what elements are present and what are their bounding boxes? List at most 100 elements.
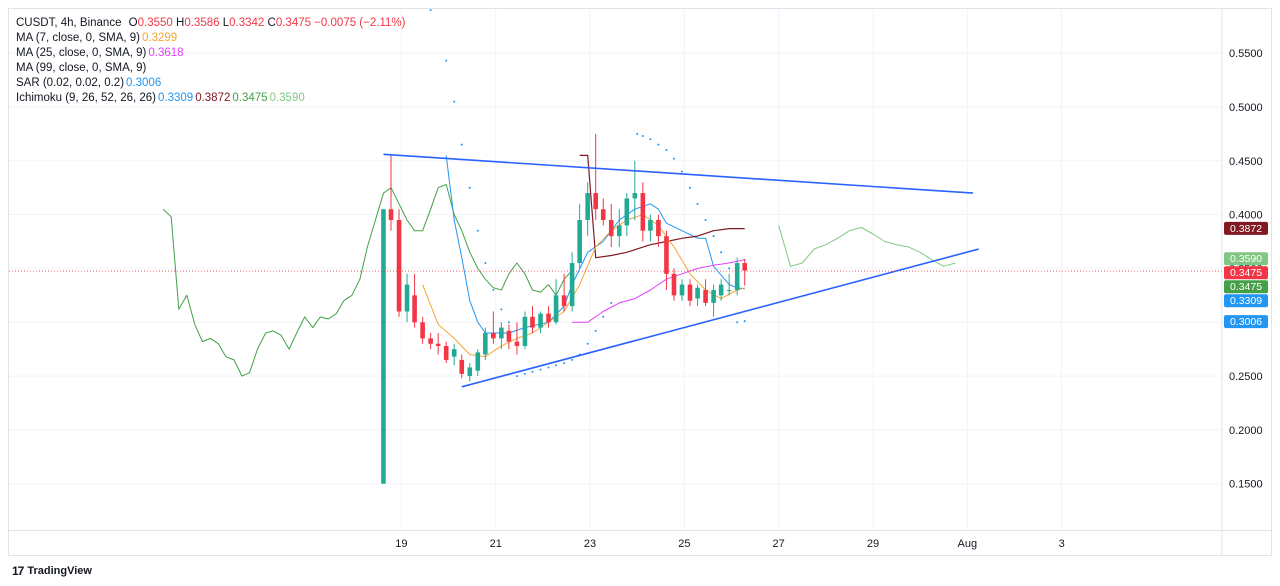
- candle[interactable]: [522, 311, 528, 350]
- legend-indicator-row[interactable]: MA (99, close, 0, SMA, 9): [16, 61, 405, 76]
- candle[interactable]: [428, 333, 433, 350]
- candle[interactable]: [396, 209, 402, 317]
- candle[interactable]: [475, 349, 481, 377]
- candle[interactable]: [530, 306, 535, 334]
- candle[interactable]: [664, 230, 669, 290]
- candle-body: [742, 263, 748, 271]
- price-tick-label: 0.4500: [1229, 156, 1263, 168]
- upper-trendline[interactable]: [383, 153, 974, 194]
- candle[interactable]: [734, 257, 740, 296]
- candle[interactable]: [632, 160, 638, 220]
- legend-header[interactable]: CUSDT, 4h, Binance O0.3550 H0.3586 L0.33…: [16, 16, 405, 31]
- candle-body: [608, 219, 614, 237]
- candle-body: [396, 219, 402, 312]
- candle[interactable]: [553, 279, 559, 325]
- candle[interactable]: [726, 273, 732, 296]
- candle-body: [656, 219, 661, 237]
- candle[interactable]: [695, 284, 700, 307]
- candles[interactable]: [381, 133, 748, 484]
- time-axis[interactable]: 19 21 23 25 27 29 Aug 3: [9, 530, 1271, 551]
- candle[interactable]: [561, 273, 567, 312]
- candle[interactable]: [616, 209, 622, 247]
- candle-body: [600, 209, 606, 220]
- candle[interactable]: [546, 306, 551, 328]
- price-label-badge: [1224, 221, 1268, 235]
- candle[interactable]: [718, 279, 724, 301]
- change-value: −0.0075 (−2.11%): [314, 17, 406, 29]
- candle[interactable]: [451, 343, 457, 366]
- time-tick-label: 21: [490, 538, 502, 550]
- candle[interactable]: [538, 311, 543, 334]
- price-tick-label: 0.1500: [1229, 479, 1263, 491]
- sar-dot: [429, 9, 432, 12]
- candle-body: [546, 313, 551, 323]
- tradingview-logo[interactable]: 17 TradingView: [12, 564, 92, 578]
- price-label-text: 0.3006: [1230, 316, 1262, 328]
- candle[interactable]: [420, 316, 425, 344]
- close-value: 0.3475: [275, 17, 312, 29]
- sar-dot: [743, 320, 746, 323]
- ichimoku-leading-span-a: [778, 225, 956, 267]
- candle[interactable]: [711, 284, 716, 317]
- candle-body: [664, 236, 669, 274]
- sar-dot: [649, 138, 652, 141]
- candle[interactable]: [435, 333, 441, 355]
- candle[interactable]: [600, 198, 606, 226]
- trendlines[interactable]: [383, 153, 979, 388]
- candle-body: [428, 338, 433, 344]
- candle[interactable]: [514, 322, 520, 355]
- candle[interactable]: [381, 209, 386, 484]
- candle[interactable]: [467, 363, 473, 382]
- sar-dot: [728, 267, 731, 270]
- candle[interactable]: [404, 273, 410, 323]
- candle[interactable]: [624, 193, 630, 237]
- candle-body: [412, 295, 417, 323]
- candle[interactable]: [459, 354, 465, 379]
- candle[interactable]: [577, 203, 582, 269]
- tradingview-logo-icon: 17: [12, 564, 24, 578]
- legend-indicator-row[interactable]: MA (7, close, 0, SMA, 9) 0.3299: [16, 31, 405, 46]
- candle[interactable]: [499, 322, 504, 350]
- indicator-label: SAR (0.02, 0.02, 0.2): [16, 77, 125, 89]
- candle-body: [522, 316, 528, 346]
- sar-dot: [515, 375, 518, 378]
- ohlc-values: O0.3550 H0.3586 L0.3342 C0.3475 −0.0075 …: [129, 17, 406, 29]
- candle-body: [553, 295, 559, 323]
- time-tick-label: 3: [1059, 538, 1065, 550]
- candle[interactable]: [648, 214, 653, 242]
- time-tick-label: 23: [584, 538, 596, 550]
- candle[interactable]: [491, 311, 496, 344]
- candle-body: [404, 284, 410, 312]
- sar-dot: [641, 135, 644, 138]
- candle[interactable]: [412, 273, 417, 328]
- candle[interactable]: [569, 252, 575, 312]
- ichimoku-base-line: [579, 154, 745, 259]
- sar-dot: [563, 362, 566, 365]
- price-labels: 0.3872 0.3590 0.3475 0.3475 0.3309 0.3006: [1224, 221, 1268, 329]
- legend-indicator-row[interactable]: SAR (0.02, 0.02, 0.2) 0.3006: [16, 76, 405, 91]
- candle[interactable]: [443, 341, 449, 364]
- candle[interactable]: [608, 203, 614, 247]
- candle[interactable]: [671, 268, 677, 301]
- candle[interactable]: [585, 182, 590, 237]
- candle[interactable]: [656, 214, 661, 247]
- candle[interactable]: [703, 279, 708, 307]
- sar-dot: [484, 262, 487, 265]
- candle[interactable]: [679, 279, 685, 301]
- candle[interactable]: [483, 327, 488, 360]
- price-label-badge: [1224, 294, 1268, 308]
- candle[interactable]: [687, 279, 693, 307]
- candle-body: [435, 343, 441, 346]
- legend-indicator-row[interactable]: MA (25, close, 0, SMA, 9) 0.3618: [16, 46, 405, 61]
- candle-body: [538, 313, 543, 328]
- lower-trendline[interactable]: [461, 248, 979, 388]
- candle[interactable]: [593, 133, 598, 220]
- candle[interactable]: [742, 258, 748, 286]
- legend-indicator-row[interactable]: Ichimoku (9, 26, 52, 26, 26) 0.3309 0.3872…: [16, 91, 405, 106]
- candle[interactable]: [506, 324, 512, 350]
- candle[interactable]: [640, 182, 646, 242]
- indicator-value: 0.3618: [148, 47, 184, 59]
- close-label: C: [267, 17, 276, 29]
- candle[interactable]: [388, 155, 394, 231]
